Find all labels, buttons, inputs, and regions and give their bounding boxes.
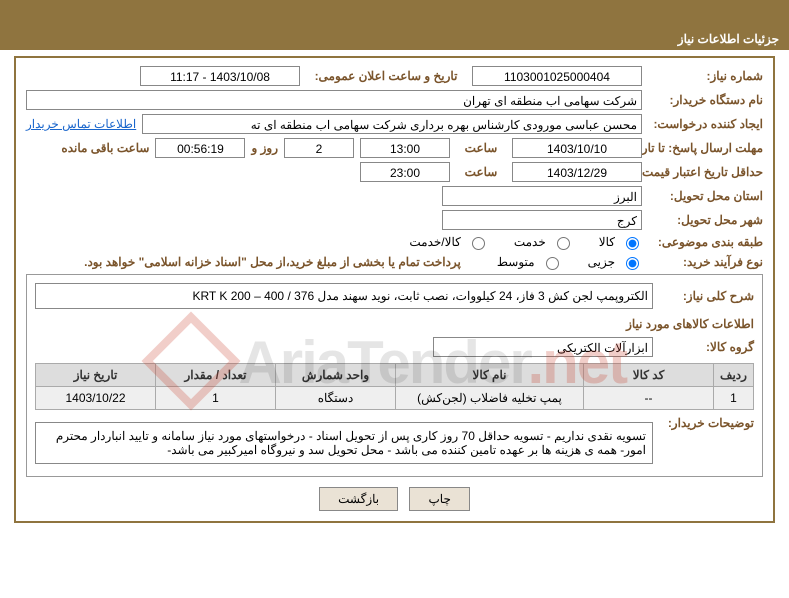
label-city: شهر محل تحویل: [648,213,763,227]
field-requester: محسن عباسی مورودی کارشناس بهره برداری شر… [142,114,642,134]
field-buyer-org: شرکت سهامی اب منطقه ای تهران [26,90,642,110]
label-requester: ایجاد کننده درخواست: [648,117,763,131]
radio-service[interactable] [557,237,570,250]
items-table: ردیف کد کالا نام کالا واحد شمارش تعداد /… [35,363,754,410]
label-subject-type: طبقه بندی موضوعی: [648,235,763,249]
footer-buttons: چاپ بازگشت [26,487,763,511]
label-need-no: شماره نیاز: [648,69,763,83]
field-need-no: 1103001025000404 [472,66,642,86]
radio-both-label: کالا/خدمت [409,235,460,249]
label-province: استان محل تحویل: [648,189,763,203]
th-date: تاریخ نیاز [36,364,156,387]
field-deadline-time: 13:00 [360,138,450,158]
field-deadline-date: 1403/10/10 [512,138,642,158]
field-province: البرز [442,186,642,206]
label-days-and: روز و [251,141,278,155]
td-name: پمپ تخلیه فاضلاب (لجن‌کش) [396,387,584,410]
td-unit: دستگاه [276,387,396,410]
details-frame: AriaTender.net شماره نیاز: 1103001025000… [14,56,775,523]
top-brand-bar [0,0,789,28]
label-buyer-org: نام دستگاه خریدار: [648,93,763,107]
label-deadline: مهلت ارسال پاسخ: تا تاریخ: [648,142,763,154]
td-qty: 1 [156,387,276,410]
th-qty: تعداد / مقدار [156,364,276,387]
radio-medium-label: متوسط [497,255,535,269]
field-city: کرج [442,210,642,230]
td-idx: 1 [714,387,754,410]
th-row: ردیف [714,364,754,387]
radio-small-label: جزیی [588,255,615,269]
label-announce-date: تاریخ و ساعت اعلان عمومی: [306,69,466,83]
label-buyer-notes: توضیحات خریدار: [659,416,754,430]
field-days-left: 2 [284,138,354,158]
td-code: -- [584,387,714,410]
label-need-desc: شرح کلی نیاز: [659,289,754,303]
th-unit: واحد شمارش [276,364,396,387]
print-button[interactable]: چاپ [409,487,469,511]
th-name: نام کالا [396,364,584,387]
field-validity-date: 1403/12/29 [512,162,642,182]
back-button[interactable]: بازگشت [319,487,398,511]
radio-both[interactable] [472,237,485,250]
radio-small[interactable] [626,257,639,270]
radio-medium[interactable] [546,257,559,270]
radio-goods-label: کالا [599,235,615,249]
label-hour-1: ساعت [456,141,506,155]
field-validity-time: 23:00 [360,162,450,182]
th-code: کد کالا [584,364,714,387]
label-validity: حداقل تاریخ اعتبار قیمت: تا تاریخ: [648,166,763,178]
radio-service-label: خدمت [514,235,546,249]
field-need-desc: الکتروپمپ لجن کش 3 فاز، 24 کیلووات، نصب … [35,283,653,309]
label-purchase-type: نوع فرآیند خرید: [648,255,763,269]
radio-goods[interactable] [626,237,639,250]
field-announce-date: 1403/10/08 - 11:17 [140,66,300,86]
label-goods-group: گروه کالا: [659,340,754,354]
buyer-notes-box: تسویه نقدی نداریم - تسویه حداقل 70 روز ک… [35,422,653,464]
table-row: 1 -- پمپ تخلیه فاضلاب (لجن‌کش) دستگاه 1 … [36,387,754,410]
payment-note: پرداخت تمام یا بخشی از مبلغ خرید،از محل … [84,255,461,269]
field-goods-group: ابزارآلات الکتریکی [433,337,653,357]
label-hour-2: ساعت [456,165,506,179]
need-subframe: شرح کلی نیاز: الکتروپمپ لجن کش 3 فاز، 24… [26,274,763,477]
items-section-header: اطلاعات کالاهای مورد نیاز [35,317,754,331]
items-header-row: ردیف کد کالا نام کالا واحد شمارش تعداد /… [36,364,754,387]
panel-title: جزئیات اطلاعات نیاز [0,28,789,50]
link-buyer-contact[interactable]: اطلاعات تماس خریدار [26,117,136,131]
td-date: 1403/10/22 [36,387,156,410]
field-time-left: 00:56:19 [155,138,245,158]
label-remaining: ساعت باقی مانده [61,141,149,155]
